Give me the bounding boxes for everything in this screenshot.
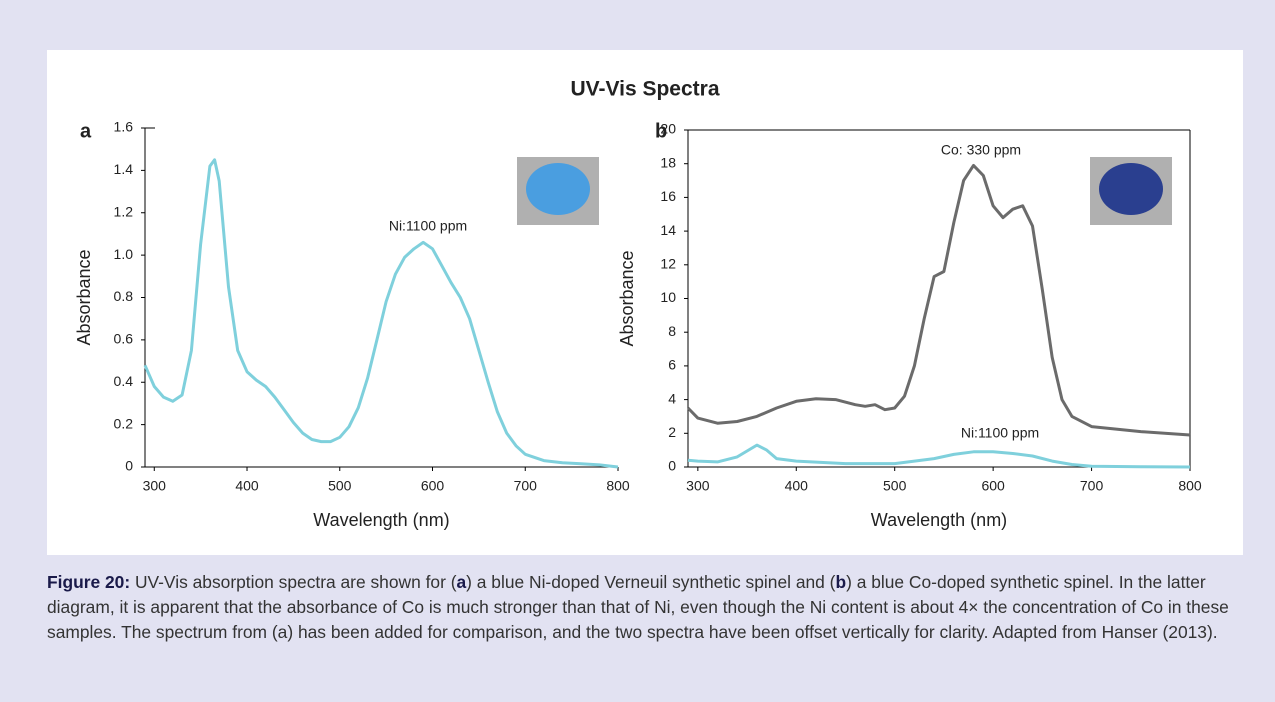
- y-tick-label: 1.0: [114, 246, 134, 262]
- y-tick-label: 0.8: [114, 288, 134, 304]
- caption-text: ) a blue Co-doped synthetic spinel. In t…: [47, 572, 1229, 642]
- caption-text: b: [835, 572, 847, 592]
- y-tick-label: 1.4: [114, 161, 134, 177]
- caption-text: UV-Vis absorption spectra are shown for …: [130, 572, 457, 592]
- x-tick-label: 800: [1178, 478, 1202, 494]
- x-tick-label: 800: [606, 478, 630, 494]
- y-tick-label: 2: [668, 424, 676, 440]
- y-tick-label: 6: [668, 357, 676, 373]
- x-tick-label: 600: [981, 478, 1005, 494]
- y-tick-label: 4: [668, 390, 676, 406]
- caption-text: Figure 20:: [47, 572, 131, 592]
- x-tick-label: 400: [785, 478, 809, 494]
- y-tick-label: 1.2: [114, 203, 134, 219]
- inset-gem: [526, 163, 590, 215]
- y-tick-label: 0.6: [114, 331, 134, 347]
- x-axis-label: Wavelength (nm): [313, 510, 449, 530]
- caption: Figure 20: UV-Vis absorption spectra are…: [47, 570, 1232, 645]
- caption-text: ) a blue Ni-doped Verneuil synthetic spi…: [466, 572, 836, 592]
- y-tick-label: 0.4: [114, 373, 134, 389]
- y-tick-label: 1.6: [114, 119, 134, 135]
- x-tick-label: 500: [328, 478, 352, 494]
- y-tick-label: 14: [660, 222, 676, 238]
- y-tick-label: 16: [660, 188, 676, 204]
- spectrum-line: [143, 158, 619, 469]
- x-tick-label: 500: [883, 478, 907, 494]
- y-axis-label: Absorbance: [617, 250, 637, 346]
- panel-label: b: [655, 120, 667, 142]
- annotation: Ni:1100 ppm: [961, 425, 1039, 441]
- figure-title: UV-Vis Spectra: [570, 78, 719, 101]
- spectrum-line: [687, 443, 1191, 469]
- inset-gem: [1099, 163, 1163, 215]
- x-axis-label: Wavelength (nm): [871, 510, 1007, 530]
- y-tick-label: 0: [668, 458, 676, 474]
- x-tick-label: 700: [1080, 478, 1104, 494]
- y-tick-label: 8: [668, 323, 676, 339]
- annotation: Ni:1100 ppm: [389, 218, 467, 234]
- panel: [47, 50, 1243, 555]
- panel-label: a: [80, 120, 92, 142]
- x-tick-label: 400: [235, 478, 259, 494]
- spectrum-line: [686, 163, 1191, 437]
- y-tick-label: 10: [660, 289, 676, 305]
- y-tick-label: 0: [125, 458, 133, 474]
- x-tick-label: 300: [143, 478, 167, 494]
- figure: UV-Vis Spectra a 0 0.2 0.4 0.6 0.8 1.0 1.2 1.4 1.…: [47, 50, 1243, 555]
- caption-text: a: [456, 572, 467, 592]
- x-tick-label: 700: [514, 478, 538, 494]
- y-tick-label: 18: [660, 154, 676, 170]
- x-tick-label: 600: [421, 478, 445, 494]
- y-tick-label: 20: [660, 121, 676, 137]
- y-tick-label: 12: [660, 256, 676, 272]
- y-axis-label: Absorbance: [74, 249, 94, 345]
- y-tick-label: 0.2: [114, 415, 134, 431]
- annotation: Co: 330 ppm: [941, 142, 1021, 158]
- x-tick-label: 300: [686, 478, 710, 494]
